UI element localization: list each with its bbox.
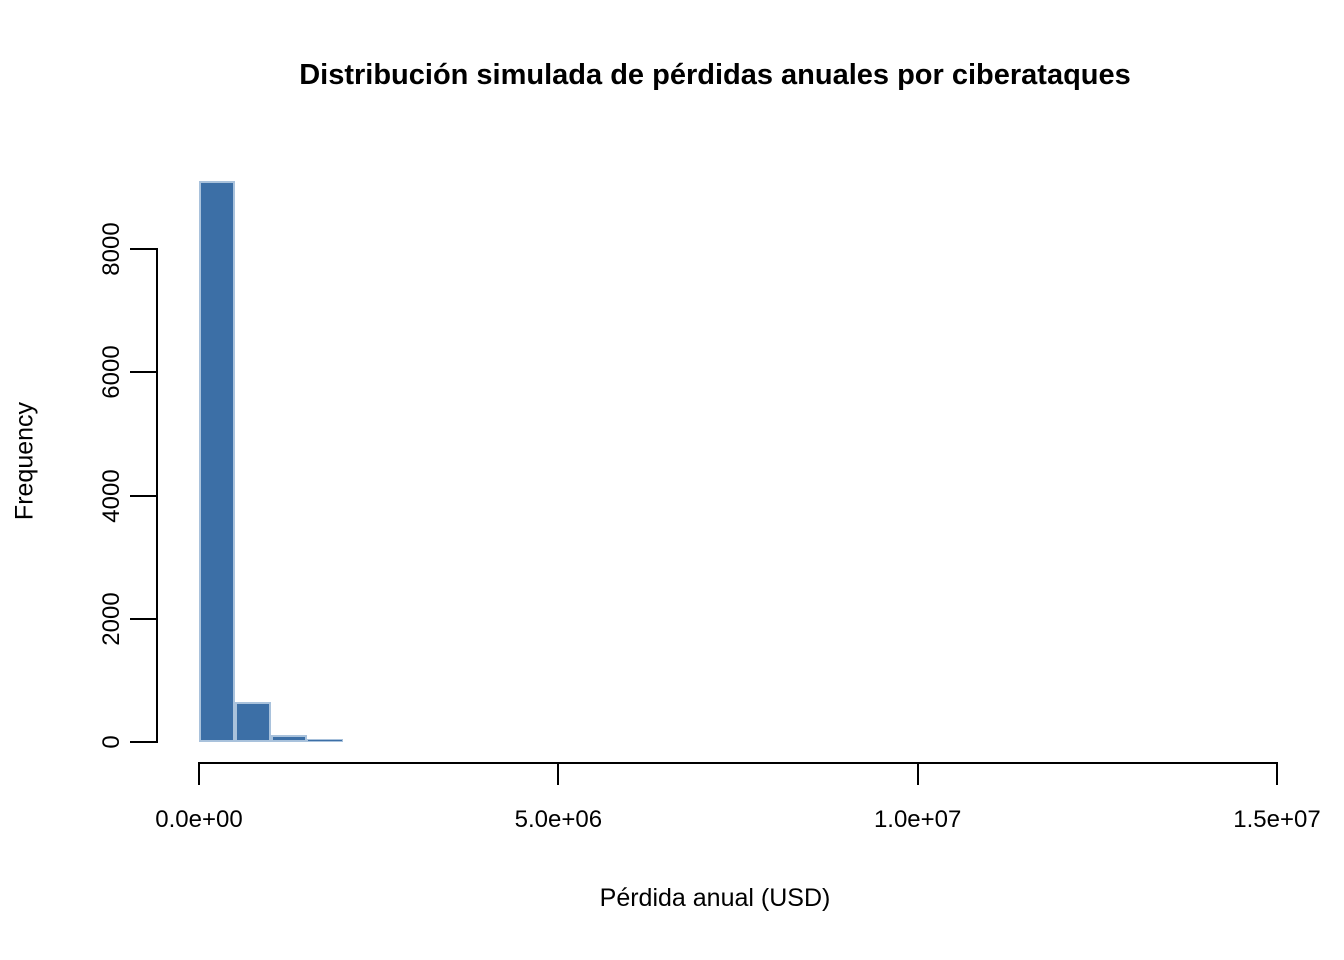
- y-tick-mark: [130, 494, 156, 497]
- y-tick-mark: [130, 248, 156, 250]
- x-tick-mark: [1276, 762, 1278, 785]
- y-tick-label: 4000: [98, 468, 125, 523]
- x-tick-label: 0.0e+00: [155, 806, 243, 833]
- histogram-bar: [234, 702, 271, 742]
- x-axis-line: [198, 762, 1278, 764]
- x-tick-mark: [198, 762, 200, 785]
- x-axis-label: Pérdida anual (USD): [599, 884, 831, 912]
- chart-title: Distribución simulada de pérdidas anuale…: [299, 59, 1131, 91]
- y-tick-label: 8000: [98, 222, 125, 276]
- x-tick-mark: [557, 762, 560, 785]
- x-tick-label: 1.5e+07: [1233, 806, 1321, 833]
- histogram-bar: [270, 735, 307, 742]
- x-tick-mark: [916, 762, 919, 785]
- y-tick-mark: [130, 741, 156, 743]
- y-axis-label: Frequency: [10, 401, 39, 521]
- histogram-bar: [199, 181, 235, 742]
- y-tick-label: 6000: [98, 345, 125, 399]
- y-tick-mark: [130, 371, 156, 374]
- y-tick-mark: [130, 617, 156, 620]
- x-tick-label: 5.0e+06: [514, 806, 603, 833]
- y-axis-line: [156, 248, 158, 743]
- histogram-bar: [306, 739, 343, 742]
- y-tick-label: 0: [98, 735, 125, 749]
- x-tick-label: 1.0e+07: [873, 806, 962, 833]
- y-tick-label: 2000: [98, 592, 125, 646]
